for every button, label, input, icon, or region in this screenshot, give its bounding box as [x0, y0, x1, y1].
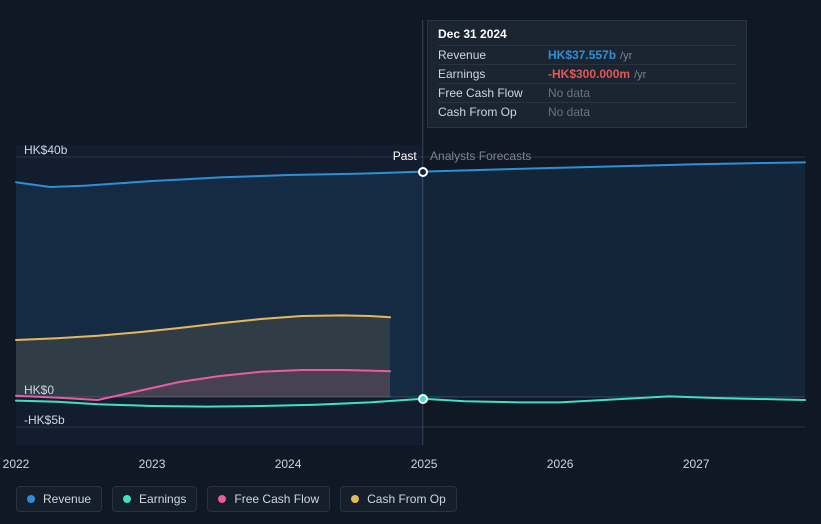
- analysts-forecasts-label: Analysts Forecasts: [430, 149, 531, 163]
- tooltip-row-label: Revenue: [438, 48, 548, 62]
- legend-dot-icon: [123, 495, 131, 503]
- chart-marker-revenue: [418, 167, 428, 177]
- legend-item-cfo[interactable]: Cash From Op: [340, 486, 457, 512]
- tooltip-row: Earnings-HK$300.000m/yr: [438, 64, 736, 83]
- tooltip-row-unit: /yr: [620, 50, 632, 62]
- tooltip-row-label: Earnings: [438, 67, 548, 81]
- legend-dot-icon: [218, 495, 226, 503]
- tooltip-row: Cash From OpNo data: [438, 102, 736, 121]
- legend-label: Cash From Op: [367, 492, 446, 506]
- legend-item-earnings[interactable]: Earnings: [112, 486, 197, 512]
- x-tick-label: 2022: [3, 457, 30, 471]
- tooltip-row-value: -HK$300.000m: [548, 67, 630, 81]
- x-tick-label: 2027: [683, 457, 710, 471]
- tooltip-row-label: Cash From Op: [438, 105, 548, 119]
- legend-item-fcf[interactable]: Free Cash Flow: [207, 486, 330, 512]
- legend-label: Free Cash Flow: [234, 492, 319, 506]
- y-tick-label: HK$40b: [24, 143, 67, 157]
- legend-dot-icon: [351, 495, 359, 503]
- financials-forecast-chart: HK$40b HK$0 -HK$5b 2022 2023 2024 2025 2026 202…: [0, 0, 821, 524]
- x-tick-label: 2026: [547, 457, 574, 471]
- x-tick-label: 2024: [275, 457, 302, 471]
- tooltip-row-label: Free Cash Flow: [438, 86, 548, 100]
- tooltip-row-value: No data: [548, 105, 590, 119]
- x-tick-label: 2025: [411, 457, 438, 471]
- chart-legend: Revenue Earnings Free Cash Flow Cash From O…: [16, 486, 457, 512]
- legend-label: Earnings: [139, 492, 186, 506]
- legend-dot-icon: [27, 495, 35, 503]
- tooltip-row-value: HK$37.557b: [548, 48, 616, 62]
- legend-label: Revenue: [43, 492, 91, 506]
- chart-marker-earnings: [418, 394, 428, 404]
- y-tick-label: HK$0: [24, 383, 54, 397]
- tooltip-date: Dec 31 2024: [438, 27, 736, 45]
- legend-item-revenue[interactable]: Revenue: [16, 486, 102, 512]
- tooltip-row-unit: /yr: [634, 69, 646, 81]
- chart-tooltip: Dec 31 2024 RevenueHK$37.557b/yrEarnings…: [427, 20, 747, 128]
- tooltip-row: RevenueHK$37.557b/yr: [438, 45, 736, 64]
- past-label: Past: [393, 149, 417, 163]
- y-tick-label: -HK$5b: [24, 413, 65, 427]
- tooltip-row: Free Cash FlowNo data: [438, 83, 736, 102]
- x-tick-label: 2023: [139, 457, 166, 471]
- tooltip-row-value: No data: [548, 86, 590, 100]
